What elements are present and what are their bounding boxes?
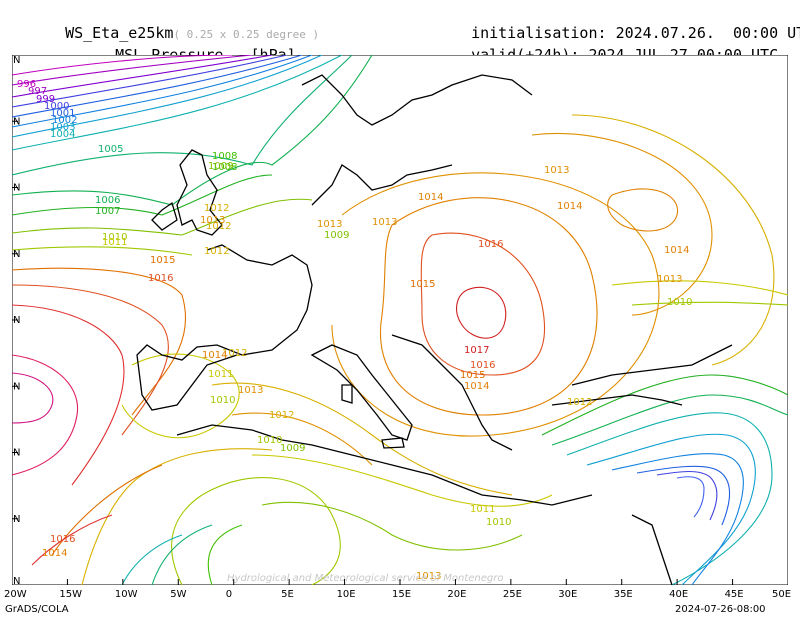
isobar-label: 1015 xyxy=(410,279,435,290)
isobar-label: 1011 xyxy=(470,504,495,515)
isobar-label: 1012 xyxy=(206,221,231,232)
isobar-label: 1010 xyxy=(667,297,692,308)
y-tick-label: N xyxy=(13,381,20,392)
isobar-label: 1007 xyxy=(95,206,120,217)
model-title: WS_Eta_e25km( 0.25 x 0.25 degree ) xyxy=(47,6,319,42)
isobar-label: 1006 xyxy=(95,195,120,206)
isobar-label: 1004 xyxy=(50,129,75,140)
x-tick-label: 0 xyxy=(225,589,233,600)
isobar-label: 1008 xyxy=(212,162,237,173)
isobar-label: 1013 xyxy=(657,274,682,285)
x-tick-label: 15E xyxy=(392,589,412,600)
map-border xyxy=(12,55,788,585)
isobar-label: 1003 xyxy=(50,122,75,133)
isobar-label: 1013 xyxy=(238,385,263,396)
x-tick-label: 25E xyxy=(502,589,522,600)
isobar-label: 1016 xyxy=(148,273,173,284)
model-name: WS_Eta_e25km xyxy=(65,24,174,42)
y-tick-label: N xyxy=(13,448,20,459)
isobar-label: 1013 xyxy=(544,165,569,176)
y-tick-label: N xyxy=(13,576,20,585)
isobar-label: 1011 xyxy=(208,369,233,380)
isobar-label: 1010 xyxy=(486,517,511,528)
isobar-label: 999 xyxy=(36,94,55,105)
x-tick-label: 20W xyxy=(4,589,27,600)
isobars xyxy=(12,55,788,585)
isobar-label: 1013 xyxy=(372,217,397,228)
isobar-label: 1009 xyxy=(208,161,233,172)
isobar-label: 1008 xyxy=(212,151,237,162)
isobar-label: 1016 xyxy=(470,360,495,371)
y-tick-label: N xyxy=(13,514,20,525)
y-tick-label: N xyxy=(13,315,20,326)
x-tick-label: 45E xyxy=(724,589,744,600)
x-tick-label: 50E xyxy=(772,589,792,600)
isobar-label: 1005 xyxy=(98,144,123,155)
x-tick-label: 5W xyxy=(170,589,187,600)
isobar-label: 1009 xyxy=(324,230,349,241)
isobar-label: 1014 xyxy=(418,192,443,203)
isobar-label: 997 xyxy=(28,86,47,97)
x-tick-label: 10W xyxy=(114,589,138,600)
isobar-label: 1012 xyxy=(222,348,247,359)
isobar-label: 1013 xyxy=(200,215,225,226)
isobar-label: 1014 xyxy=(42,548,67,559)
isobar-label: 1010 xyxy=(102,232,127,243)
x-tick-label: 35E xyxy=(613,589,633,600)
isobar-label: 1010 xyxy=(210,395,235,406)
isobar-label: 1011 xyxy=(102,237,127,248)
y-axis-ticks: N N N N N N N N N xyxy=(12,55,20,585)
init-value: 2024.07.26. 00:00 UTC xyxy=(615,24,800,42)
isobar-label: 1013 xyxy=(416,571,441,582)
isobar-label: 1014 xyxy=(202,350,227,361)
y-tick-label: N xyxy=(13,249,20,260)
isobar-label: 1000 xyxy=(44,101,69,112)
isobar-label: 1012 xyxy=(269,410,294,421)
isobar-label: 1016 xyxy=(478,239,503,250)
x-tick-label: 10E xyxy=(336,589,356,600)
software-credit: GrADS/COLA xyxy=(5,604,69,615)
run-timestamp: 2024-07-26-08:00 xyxy=(675,604,766,615)
init-label: initialisation: xyxy=(471,24,607,42)
isobar-label: 1012 xyxy=(204,246,229,257)
x-tick-label: 20E xyxy=(447,589,467,600)
init-line: initialisation: 2024.07.26. 00:00 UTC xyxy=(453,6,800,42)
isobar-label: 1012 xyxy=(204,203,229,214)
isobar-label: 996 xyxy=(17,79,36,90)
isobar-label: 1013 xyxy=(317,219,342,230)
x-tick-label: 5E xyxy=(281,589,294,600)
y-tick-label: N xyxy=(13,116,20,127)
isobar-label: 1014 xyxy=(664,245,689,256)
isobar-label: 1001 xyxy=(50,108,75,119)
x-tick-label: 15W xyxy=(59,589,83,600)
coastlines xyxy=(136,74,733,585)
isobar-label: 1017 xyxy=(464,345,489,356)
y-tick-label: N xyxy=(13,183,20,194)
isobar-label: 1009 xyxy=(280,443,305,454)
y-tick-label: N xyxy=(13,55,20,66)
x-axis-ticks xyxy=(12,579,788,585)
isobar-label: 1014 xyxy=(557,201,582,212)
isobar-label: 1012 xyxy=(567,397,592,408)
resolution-note: ( 0.25 x 0.25 degree ) xyxy=(173,28,320,41)
isobar-label: 1016 xyxy=(50,534,75,545)
isobar-label: 1014 xyxy=(464,381,489,392)
watermark: Hydrological and Meteorological service … xyxy=(227,573,503,584)
x-tick-label: 30E xyxy=(558,589,578,600)
contour-labels: 9969979991000100110021003100410051006100… xyxy=(17,79,692,582)
isobar-label: 1010 xyxy=(257,435,282,446)
x-tick-label: 40E xyxy=(669,589,689,600)
isobar-label: 1002 xyxy=(52,115,77,126)
isobar-label: 1015 xyxy=(460,370,485,381)
isobar-label: 1015 xyxy=(150,255,175,266)
pressure-map: 9969979991000100110021003100410051006100… xyxy=(12,55,788,585)
